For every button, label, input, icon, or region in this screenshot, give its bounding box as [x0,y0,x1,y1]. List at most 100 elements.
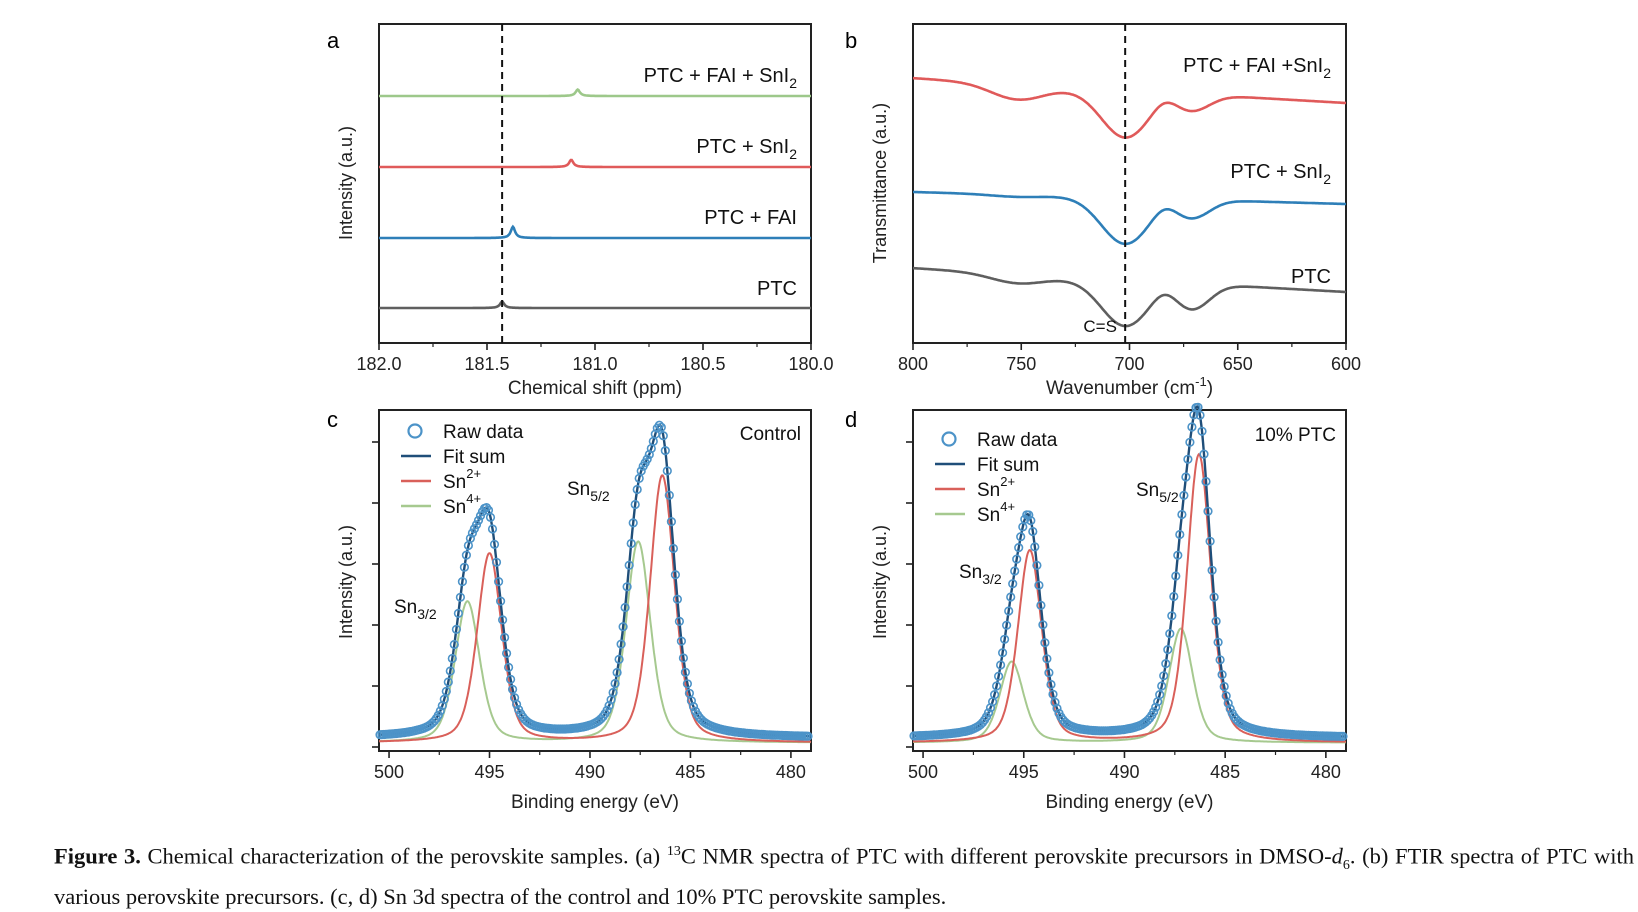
panel-a-series-label-sub-3: 2 [789,75,797,91]
panel-c-raw-data-point-45 [465,533,476,544]
panel-c-legend-label-1: Fit sum [443,447,505,468]
panel-b-x-tick-label-0: 800 [898,354,928,374]
panel-c-legend-label-sup-2: 2+ [466,466,481,481]
panel-d-raw-data-point-44 [997,648,1008,658]
panel-d-sn2-component-line [912,453,1346,743]
panel-d-raw-data-point-67 [1044,668,1054,678]
panel-c-legend-label-text-1: Fit sum [443,447,505,468]
panel-b-series-label-text-2: PTC + FAI +SnI [1183,55,1323,77]
panel-d-raw-data-point-68 [1046,679,1056,690]
panel-d-raw-data-point-156 [1223,698,1233,708]
panel-c-raw-data-point-119 [614,654,624,665]
panel-d-raw-data-point-46 [1001,620,1012,630]
panel-d-raw-data-point-47 [1004,606,1014,616]
panel-d-raw-data-point-60 [1030,542,1040,552]
panel-a-y-axis-label: Intensity (a.u.) [336,126,356,240]
panel-a-series-label-text-2: PTC + SnI [696,136,789,158]
panel-c-raw-data-point-140 [656,422,666,432]
panel-c-y-axis-label: Intensity (a.u.) [336,525,356,639]
panel-d-raw-data-point-61 [1032,560,1042,571]
caption-text-3: . (b) FTIR spectra of PTC with various p… [54,843,1635,910]
panel-b-x-axis-label-end: ) [1207,378,1213,399]
panel-c-raw-data-point-121 [618,622,628,632]
panel-b-ftir-chart: 800 750 700 650 600 Wavenumber (cm-1) Transmit… [870,23,1361,399]
panel-c-raw-data-point-38 [451,624,462,635]
panel-d-raw-data-point-130 [1171,571,1181,581]
panel-c-raw-data-point-36 [447,653,457,664]
panel-d-raw-data-point-131 [1173,550,1183,560]
panel-d-peak-label-1: Sn5/2 [1136,480,1179,505]
panel-b-series-label-sub-2: 2 [1323,65,1331,81]
panel-a-x-tick-label-0: 182.0 [356,354,401,374]
panel-c-raw-data-point-124 [624,560,634,570]
panel-a-x-tick-label-3: 180.5 [680,354,725,374]
panel-c-raw-data-point-37 [449,639,459,650]
panel-d-x-tick-label-0: 500 [908,762,938,782]
panel-c-peak-label-sub-1: 5/2 [590,488,610,504]
panel-c-raw-data-point-152 [680,667,691,677]
panel-a-series-line-2 [379,158,811,169]
panel-d-raw-data-point-135 [1181,472,1191,482]
panel-c-raw-data-point-126 [628,518,638,528]
panel-c-raw-data-point-42 [459,562,470,572]
panel-c-raw-data-point-34 [443,677,453,687]
panel-c-raw-data-point-62 [500,632,510,643]
panel-c-raw-data-point-114 [604,700,614,711]
panel-c-legend-label-3: Sn4+ [443,491,481,518]
panel-d-axes-frame [912,409,1347,752]
panel-d-peak-label-sub-1: 5/2 [1159,489,1179,505]
panel-b-series-line-1 [913,190,1346,246]
panel-c-raw-data-point-133 [642,454,652,464]
panel-d-raw-data-point-57 [1024,510,1034,520]
panel-d-raw-data-point-150 [1211,616,1221,626]
panel-c-raw-data-point-122 [620,602,630,613]
panel-d-raw-data-point-126 [1163,644,1173,655]
panel-d-title: 10% PTC [1255,425,1336,446]
panel-d-legend-label-text-2: Sn [977,480,1000,501]
panel-d-raw-data-point-134 [1179,490,1189,501]
panel-a-x-tick-label-2: 181.0 [572,354,617,374]
panel-c-raw-data-point-146 [668,543,679,554]
panel-d-raw-data-point-50 [1010,566,1020,576]
panel-c-raw-data-point-147 [670,570,681,580]
figure-caption: Figure 3. Chemical characterization of t… [54,836,1634,912]
panel-c-raw-data-point-116 [608,687,618,698]
panel-d-raw-data-point-52 [1014,542,1024,553]
panel-b-series-label-2: PTC + FAI +SnI2 [1183,55,1331,81]
panel-c-raw-data-point-156 [688,701,699,712]
panel-a-x-tick-label-4: 180.0 [788,354,833,374]
panel-d-raw-data-point-153 [1217,669,1227,680]
panel-d-raw-data-point-142 [1195,410,1205,420]
panel-b-series-label-text-1: PTC + SnI [1230,161,1323,183]
panel-d-raw-data-point-132 [1175,529,1185,540]
panel-d-raw-data-point-136 [1183,454,1193,464]
panel-c-raw-data-point-46 [467,528,478,538]
panel-d-raw-data-point-137 [1185,437,1195,447]
panel-c-x-tick-label-3: 485 [675,762,705,782]
panel-c-raw-data-point-39 [453,608,464,619]
panel-a-series-line-1 [379,224,811,240]
panel-d-legend-label-1: Fit sum [977,455,1039,476]
panel-d-raw-data-point-157 [1225,704,1235,714]
panel-c-raw-data-point-150 [676,636,687,646]
panel-c-legend-label-text-3: Sn [443,497,466,518]
panel-d-raw-data-point-147 [1205,536,1215,546]
panel-d-raw-data-point-119 [1149,707,1159,717]
panel-c-raw-data-point-56 [487,524,498,534]
panel-c-raw-data-point-60 [496,596,506,606]
panel-c-raw-data-point-141 [658,431,668,441]
panel-c-legend-marker-0 [407,423,423,439]
panel-d-raw-data-point-125 [1161,658,1171,669]
panel-b-annotation: C=S [1083,317,1117,336]
panel-d-legend-label-sup-2: 2+ [1000,474,1015,489]
panel-d-raw-data-point-128 [1167,611,1177,621]
panel-c-raw-data-point-33 [441,686,451,697]
panel-c-raw-data-point-55 [485,512,496,523]
panel-c-raw-data-point-144 [664,490,674,500]
panel-d-raw-data-point-129 [1169,591,1179,602]
panel-d-x-tick-label-2: 490 [1109,762,1139,782]
panel-d-raw-data-point-133 [1177,509,1187,520]
panel-d-legend-label-3: Sn4+ [977,499,1015,526]
panel-a-series-label-3: PTC + FAI + SnI2 [644,65,798,91]
panel-d-raw-data-point-144 [1199,449,1209,459]
